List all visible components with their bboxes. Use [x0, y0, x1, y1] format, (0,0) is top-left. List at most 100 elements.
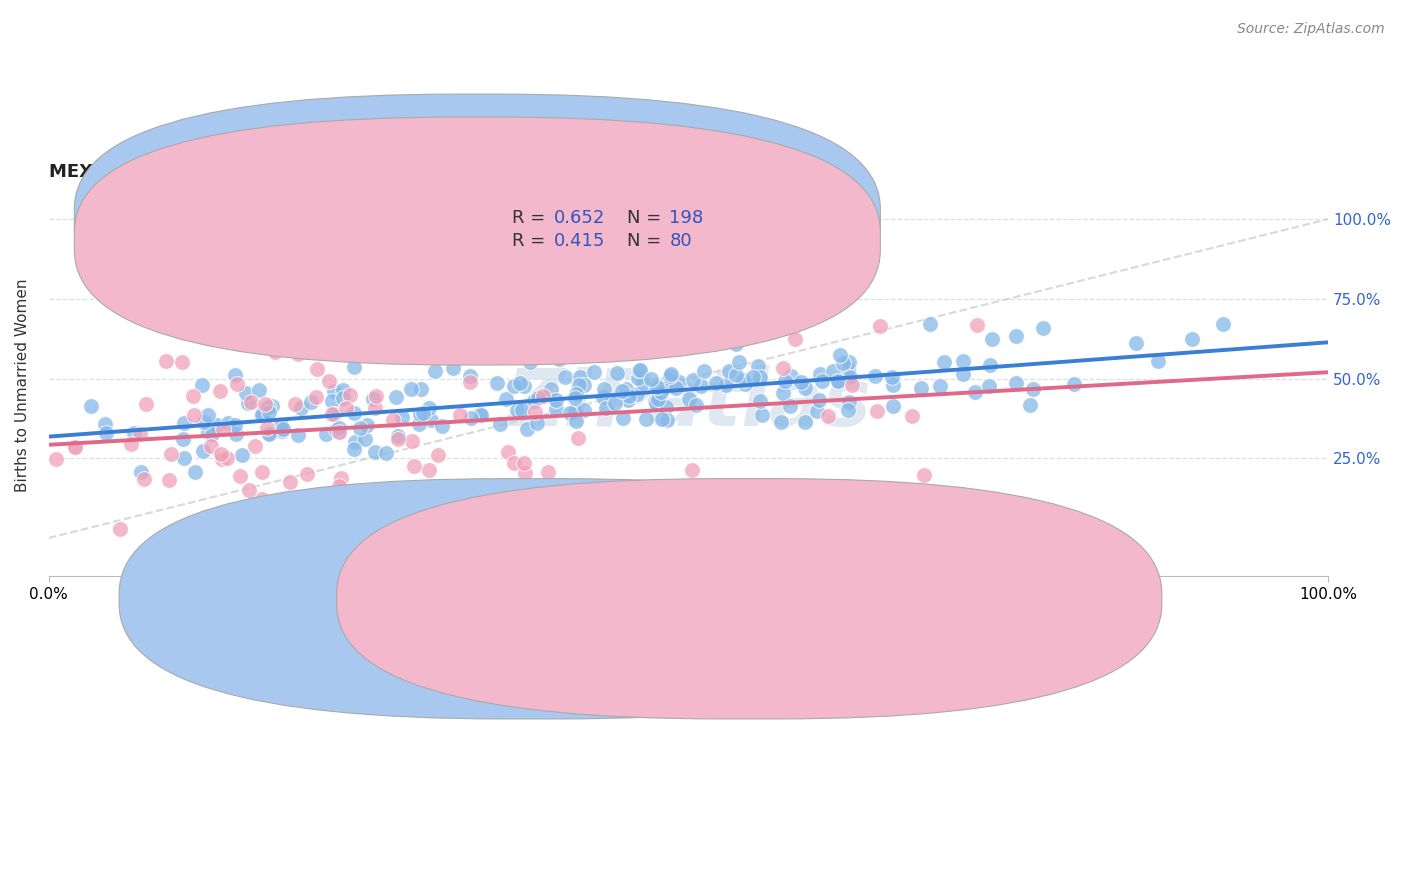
Point	[537, 466, 560, 480]
Point	[645, 378, 668, 392]
Point	[1125, 336, 1147, 351]
Point	[817, 409, 839, 424]
Point	[592, 382, 614, 396]
Point	[830, 348, 852, 362]
Point	[498, 335, 520, 350]
Point	[356, 417, 378, 432]
Point	[1181, 332, 1204, 346]
Point	[636, 412, 658, 426]
Point	[540, 382, 562, 396]
Point	[572, 377, 595, 392]
Point	[260, 399, 283, 413]
Point	[321, 393, 343, 408]
Point	[374, 446, 396, 460]
Point	[328, 421, 350, 435]
Point	[772, 386, 794, 401]
Point	[650, 385, 672, 400]
Point	[579, 317, 602, 331]
Point	[225, 505, 247, 519]
Point	[678, 392, 700, 406]
Point	[655, 380, 678, 394]
Point	[823, 364, 845, 378]
Point	[235, 386, 257, 401]
Point	[866, 403, 889, 417]
Point	[170, 355, 193, 369]
Point	[1032, 321, 1054, 335]
Point	[489, 417, 512, 431]
Point	[952, 367, 974, 381]
Point	[287, 346, 309, 360]
Point	[217, 416, 239, 430]
Point	[271, 422, 294, 436]
Point	[966, 318, 988, 332]
Text: Poles: Poles	[789, 591, 828, 607]
Point	[793, 381, 815, 395]
Point	[806, 403, 828, 417]
Point	[747, 359, 769, 373]
Point	[531, 389, 554, 403]
Point	[690, 378, 713, 392]
Point	[519, 355, 541, 369]
Point	[129, 426, 152, 441]
Point	[612, 384, 634, 399]
Point	[742, 369, 765, 384]
Point	[401, 434, 423, 449]
Point	[574, 403, 596, 417]
Point	[96, 425, 118, 440]
Point	[748, 394, 770, 409]
Point	[332, 383, 354, 397]
Point	[361, 392, 384, 407]
Point	[724, 336, 747, 351]
Point	[655, 400, 678, 414]
Point	[259, 405, 281, 419]
Point	[325, 423, 347, 437]
Point	[810, 374, 832, 388]
Point	[122, 426, 145, 441]
Point	[135, 396, 157, 410]
Point	[1063, 376, 1085, 391]
Point	[387, 429, 409, 443]
Point	[243, 439, 266, 453]
Point	[225, 376, 247, 391]
Point	[659, 368, 682, 383]
Point	[612, 410, 634, 425]
Point	[770, 415, 793, 429]
Point	[583, 365, 606, 379]
Point	[250, 408, 273, 422]
Text: 0.415: 0.415	[554, 232, 606, 250]
Point	[631, 376, 654, 391]
Point	[564, 391, 586, 405]
Point	[503, 378, 526, 392]
Point	[63, 440, 86, 454]
Point	[193, 415, 215, 429]
Point	[225, 426, 247, 441]
Text: N =: N =	[627, 209, 666, 227]
Point	[224, 418, 246, 433]
Point	[841, 377, 863, 392]
Point	[335, 401, 357, 416]
Point	[546, 392, 568, 407]
Point	[808, 392, 831, 407]
Point	[977, 379, 1000, 393]
Point	[94, 417, 117, 432]
Text: N =: N =	[627, 232, 666, 250]
Point	[515, 467, 537, 481]
Point	[231, 448, 253, 462]
Point	[544, 401, 567, 416]
Point	[838, 354, 860, 368]
Point	[900, 409, 922, 424]
Point	[659, 367, 682, 381]
Point	[617, 392, 640, 407]
Text: 0.652: 0.652	[554, 209, 606, 227]
Point	[751, 408, 773, 422]
Point	[329, 471, 352, 485]
Point	[470, 407, 492, 421]
Point	[564, 387, 586, 401]
Point	[647, 392, 669, 407]
Point	[441, 361, 464, 376]
Point	[540, 349, 562, 363]
Point	[458, 376, 481, 390]
Point	[567, 431, 589, 445]
Point	[790, 375, 813, 389]
Point	[605, 396, 627, 410]
